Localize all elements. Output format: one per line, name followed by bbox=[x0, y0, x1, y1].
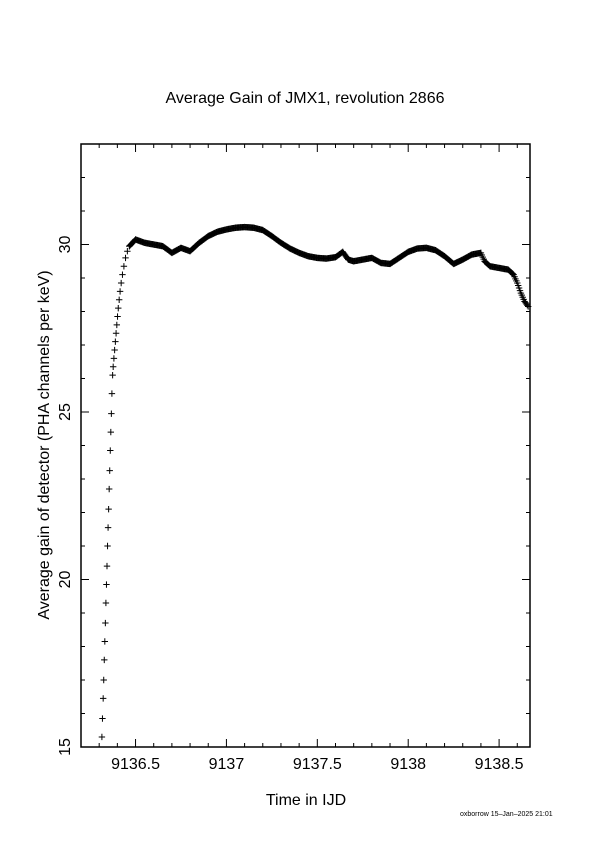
y-tick-label: 15 bbox=[57, 738, 74, 756]
data-point bbox=[104, 542, 111, 550]
x-tick-label: 9138 bbox=[390, 756, 426, 773]
data-point bbox=[107, 447, 114, 454]
data-point bbox=[124, 248, 131, 255]
data-point bbox=[101, 638, 109, 645]
data-point bbox=[103, 562, 111, 570]
x-tick-label: 9137 bbox=[209, 756, 245, 773]
data-point bbox=[524, 302, 531, 309]
x-axis-ticks: 9136.5 9137 9137.5 9138 9138.5 bbox=[98, 144, 524, 773]
data-point bbox=[103, 581, 110, 588]
data-point bbox=[114, 313, 121, 320]
data-point bbox=[98, 733, 106, 741]
data-point bbox=[99, 715, 106, 722]
x-axis-label: Time in IJD bbox=[266, 792, 346, 809]
data-point bbox=[101, 656, 108, 664]
data-point bbox=[109, 371, 116, 379]
data-point bbox=[115, 296, 123, 303]
data-point bbox=[102, 599, 110, 607]
data-point bbox=[508, 270, 516, 277]
data-point bbox=[106, 467, 113, 474]
x-tick-label: 9138.5 bbox=[475, 756, 524, 773]
data-point bbox=[112, 330, 120, 337]
y-axis-label: Average gain of detector (PHA channels p… bbox=[36, 270, 53, 619]
data-point bbox=[119, 271, 126, 278]
x-tick-label: 9137.5 bbox=[293, 756, 342, 773]
data-point bbox=[107, 428, 115, 436]
data-point bbox=[122, 254, 129, 262]
data-point bbox=[120, 263, 128, 270]
data-point bbox=[102, 619, 109, 627]
data-point bbox=[99, 695, 107, 702]
data-points bbox=[98, 223, 532, 741]
data-point bbox=[100, 676, 107, 684]
x-tick-label: 9136.5 bbox=[111, 756, 160, 773]
data-point bbox=[109, 363, 117, 370]
data-point bbox=[112, 338, 119, 345]
y-tick-label: 20 bbox=[57, 571, 74, 589]
data-point bbox=[116, 288, 124, 295]
data-point bbox=[110, 355, 118, 362]
data-point bbox=[524, 303, 532, 310]
data-point bbox=[111, 346, 118, 354]
y-tick-label: 25 bbox=[57, 403, 74, 421]
data-point bbox=[104, 524, 112, 531]
data-point bbox=[108, 390, 116, 397]
y-axis-ticks: 15 20 25 30 bbox=[57, 143, 530, 756]
data-point bbox=[113, 321, 121, 329]
data-point bbox=[105, 485, 113, 493]
data-point bbox=[117, 279, 125, 287]
footer-stamp: oxborrow 15–Jan–2025 21:01 bbox=[460, 811, 553, 818]
y-tick-label: 30 bbox=[57, 236, 74, 254]
plot-frame bbox=[80, 143, 531, 748]
data-point bbox=[105, 505, 112, 513]
chart-title: Average Gain of JMX1, revolution 2866 bbox=[166, 90, 445, 107]
data-point bbox=[108, 410, 115, 417]
data-point bbox=[115, 304, 122, 312]
